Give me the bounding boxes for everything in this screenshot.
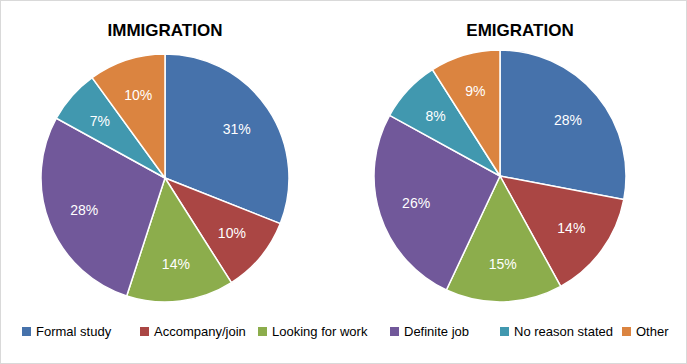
legend-swatch (390, 327, 399, 336)
pie-0: IMMIGRATION 31% 10% 14% 28% 7% 10% (41, 21, 289, 302)
data-label: 7% (90, 113, 110, 129)
chart-title: IMMIGRATION (108, 21, 223, 40)
data-label: 31% (223, 121, 251, 137)
legend-swatch (140, 327, 149, 336)
legend-swatch (22, 327, 31, 336)
data-label: 10% (218, 225, 246, 241)
pie-1: EMIGRATION 28% 14% 15% 26% 8% 9% (374, 21, 626, 302)
chart-root: IMMIGRATION 31% 10% 14% 28% 7% 10% EMIGRATION 28… (0, 0, 687, 364)
legend-label: Definite job (404, 324, 469, 339)
chart-title: EMIGRATION (466, 21, 573, 40)
legend-label: Accompany/join (154, 324, 246, 339)
legend-swatch (258, 327, 267, 336)
legend-swatch (622, 327, 631, 336)
data-label: 28% (554, 112, 582, 128)
data-label: 8% (426, 108, 446, 124)
legend: Formal study Accompany/join Looking for wo… (22, 324, 669, 339)
legend-label: No reason stated (514, 324, 613, 339)
data-label: 26% (402, 195, 430, 211)
data-label: 14% (162, 256, 190, 272)
pie-slice (500, 50, 626, 200)
data-label: 9% (465, 83, 485, 99)
data-label: 10% (124, 87, 152, 103)
legend-label: Other (636, 324, 669, 339)
data-label: 15% (489, 256, 517, 272)
legend-swatch (500, 327, 509, 336)
legend-label: Formal study (36, 324, 112, 339)
data-label: 28% (70, 202, 98, 218)
data-label: 14% (557, 220, 585, 236)
chart-frame (1, 1, 687, 364)
legend-label: Looking for work (272, 324, 368, 339)
